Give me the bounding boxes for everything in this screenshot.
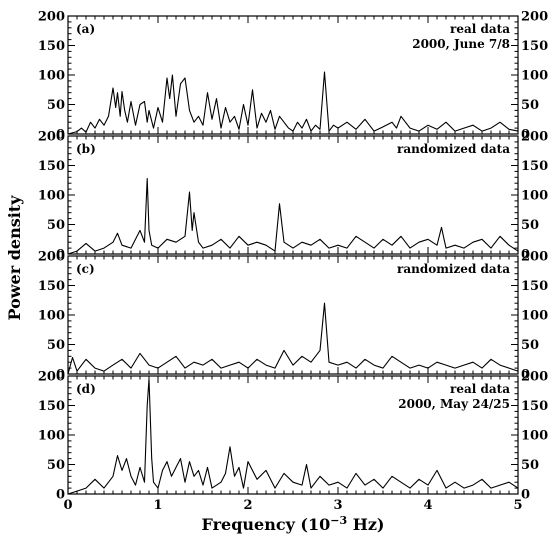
panel-3-y-tick-label-right: 200 <box>521 250 548 265</box>
panel-2-y-tick-label-right: 0 <box>521 248 530 263</box>
panel-2-y-tick-label-left: 200 <box>38 130 65 145</box>
panel-1-y-tick-label-right: 150 <box>521 39 548 54</box>
panel-4-y-tick-label-left: 150 <box>38 399 65 414</box>
panel-1-y-tick-label-left: 50 <box>47 98 65 113</box>
panel-3-y-tick-label-right: 50 <box>521 338 539 353</box>
panel-3-y-tick-label-left: 150 <box>38 279 65 294</box>
panel-3-y-tick-label-left: 0 <box>56 368 65 383</box>
panel-1-y-tick-label-right: 50 <box>521 98 539 113</box>
x-axis-title-exponent: −3 <box>330 514 347 527</box>
x-tick-label: 3 <box>333 498 342 513</box>
panel-4-y-tick-label-right: 200 <box>521 370 548 385</box>
panel-1-y-tick-label-left: 150 <box>38 39 65 54</box>
panel-2-annotation: randomized data <box>397 142 510 156</box>
panel-3-y-tick-label-right: 100 <box>521 309 548 324</box>
panel-1-y-tick-label-left: 100 <box>38 69 65 84</box>
panel-4-y-tick-label-right: 150 <box>521 399 548 414</box>
panel-4-y-tick-label-right: 50 <box>521 458 539 473</box>
panel-4-y-tick-label-right: 100 <box>521 429 548 444</box>
panel-1-series-line <box>67 71 519 135</box>
panel-3-y-tick-label-left: 100 <box>38 309 65 324</box>
panel-1-y-tick-label-right: 200 <box>521 10 548 25</box>
panel-4-series-line <box>67 378 519 495</box>
panel-2-series-line <box>67 177 519 255</box>
panel-1-annotation: real data <box>450 22 510 36</box>
panel-3-y-tick-label-left: 200 <box>38 250 65 265</box>
panel-1-y-tick-label-right: 0 <box>521 128 530 143</box>
panel-2-y-tick-label-right: 100 <box>521 189 548 204</box>
panel-2-y-tick-label-left: 100 <box>38 189 65 204</box>
panel-1-annotation: 2000, June 7/8 <box>412 37 510 51</box>
panel-2-y-tick-label-left: 0 <box>56 248 65 263</box>
panel-2-y-tick-label-right: 200 <box>521 130 548 145</box>
panel-4-annotation: 2000, May 24/25 <box>398 397 510 411</box>
panel-4-y-tick-label-left: 200 <box>38 370 65 385</box>
panel-2-y-tick-label-left: 50 <box>47 218 65 233</box>
panel-3-y-tick-label-right: 150 <box>521 279 548 294</box>
panel-2-y-tick-label-left: 150 <box>38 159 65 174</box>
panel-3-y-tick-label-right: 0 <box>521 368 530 383</box>
panel-1-label: (a) <box>76 22 95 36</box>
panel-2-label: (b) <box>76 142 96 156</box>
panel-2-y-tick-label-right: 150 <box>521 159 548 174</box>
panel-1-y-tick-label-left: 0 <box>56 128 65 143</box>
panel-1-y-tick-label-left: 200 <box>38 10 65 25</box>
panel-3-series-line <box>67 302 519 375</box>
x-axis-title-prefix: Frequency (10 <box>202 515 331 534</box>
x-tick-label: 5 <box>513 498 522 513</box>
panel-4-y-tick-label-right: 0 <box>521 488 530 503</box>
panel-4-annotation: real data <box>450 382 510 396</box>
panel-3-annotation: randomized data <box>397 262 510 276</box>
y-axis-title: Power density <box>5 195 24 321</box>
x-tick-label: 0 <box>63 498 72 513</box>
panel-4-y-tick-label-left: 50 <box>47 458 65 473</box>
x-tick-label: 4 <box>423 498 432 513</box>
panel-3-y-tick-label-left: 50 <box>47 338 65 353</box>
panel-3-label: (c) <box>76 262 95 276</box>
panel-4-label: (d) <box>76 382 96 396</box>
panel-4-y-tick-label-left: 100 <box>38 429 65 444</box>
panel-2-y-tick-label-right: 50 <box>521 218 539 233</box>
panel-4-y-tick-label-left: 0 <box>56 488 65 503</box>
x-axis-title-suffix: Hz) <box>347 515 384 534</box>
x-axis-title: Frequency (10−3 Hz) <box>202 514 385 534</box>
x-tick-label: 1 <box>153 498 162 513</box>
x-tick-label: 2 <box>243 498 252 513</box>
panel-1-y-tick-label-right: 100 <box>521 69 548 84</box>
